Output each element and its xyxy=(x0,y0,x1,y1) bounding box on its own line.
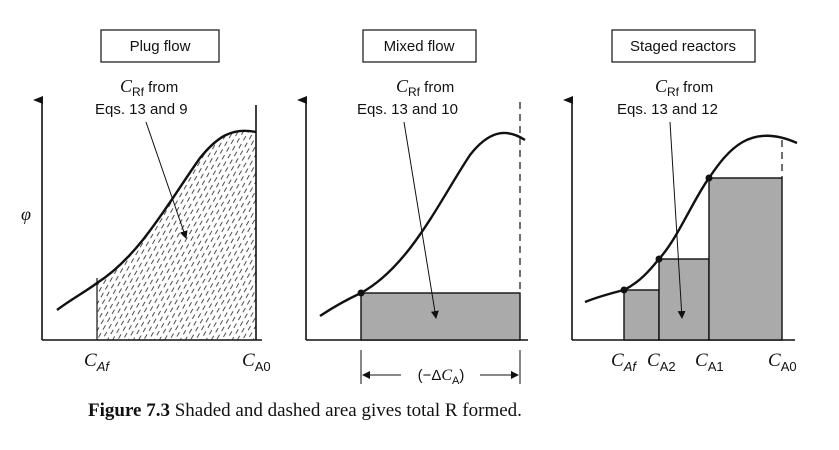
panel-staged-reactors: Staged reactors CRf from Eqs. 13 and 12 … xyxy=(563,29,798,374)
title-box xyxy=(362,29,477,63)
shaded-rectangle xyxy=(360,292,521,341)
rate-curve xyxy=(56,129,257,311)
panel-mixed-flow: Mixed flow CRf from Eqs. 13 and 10 (−ΔCA… xyxy=(297,29,528,387)
stage-point-3 xyxy=(705,174,713,182)
annotation-line1: CRf from xyxy=(655,76,713,99)
x-label-cAf: CAf xyxy=(84,350,110,374)
stage-rectangle-1 xyxy=(623,289,660,341)
panel-title: Mixed flow xyxy=(384,38,455,55)
annotation-line2: Eqs. 13 and 9 xyxy=(95,101,188,118)
figure-caption: Figure 7.3 Shaded and dashed area gives … xyxy=(88,400,522,422)
figure-number: Figure 7.3 xyxy=(88,400,170,421)
title-box xyxy=(611,29,756,63)
annotation-line1: CRf from xyxy=(120,76,178,99)
operating-point xyxy=(357,289,365,297)
rate-curve xyxy=(584,134,798,304)
annotation-arrow xyxy=(669,121,686,319)
x-label-cA0: CA0 xyxy=(242,350,271,374)
annotation-line2: Eqs. 13 and 10 xyxy=(357,101,458,118)
stage-rectangle-2 xyxy=(658,258,710,341)
annotation-line2: Eqs. 13 and 12 xyxy=(617,101,718,118)
stage-rectangle-3 xyxy=(708,177,783,341)
y-axis-symbol: φ xyxy=(21,204,31,224)
annotation-line1: CRf from xyxy=(396,76,454,99)
title-box xyxy=(100,29,220,63)
stage-point-2 xyxy=(655,255,663,263)
x-label-cAf: CAf xyxy=(611,350,637,374)
stage-point-1 xyxy=(620,286,628,294)
rate-curve xyxy=(319,131,526,317)
x-label-cA1: CA1 xyxy=(695,350,724,374)
panel-plug-flow: Plug flow CRf from Eqs. 13 and 9 φ CAf C… xyxy=(21,29,271,374)
annotation-arrow xyxy=(403,121,439,319)
x-label-cA2: CA2 xyxy=(647,350,676,374)
delta-ca-label: (−ΔCA) xyxy=(418,367,465,387)
dashed-area xyxy=(97,130,256,340)
annotation-arrow xyxy=(145,121,188,239)
panel-title: Plug flow xyxy=(130,38,191,55)
panel-title: Staged reactors xyxy=(630,38,736,55)
x-label-cA0: CA0 xyxy=(768,350,797,374)
caption-text: Shaded and dashed area gives total R for… xyxy=(169,400,522,421)
